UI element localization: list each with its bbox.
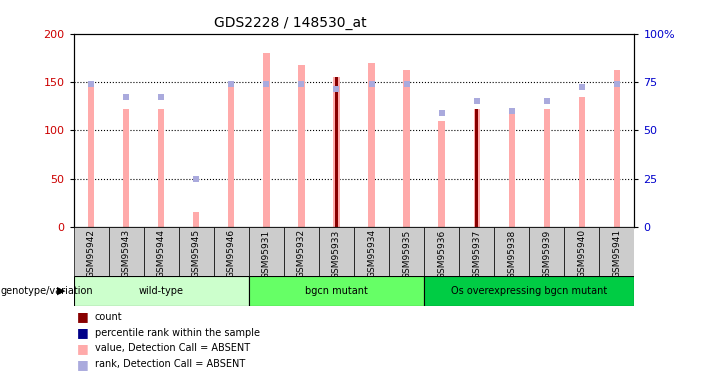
Text: genotype/variation: genotype/variation	[1, 286, 93, 296]
Bar	[459, 227, 494, 276]
Text: count: count	[95, 312, 122, 322]
Bar	[229, 87, 234, 227]
Text: ■: ■	[77, 326, 89, 339]
Bar	[158, 109, 164, 227]
Bar	[123, 109, 129, 227]
Bar	[439, 121, 444, 227]
Bar	[179, 227, 214, 276]
Text: GSM95935: GSM95935	[402, 229, 411, 279]
Text: GDS2228 / 148530_at: GDS2228 / 148530_at	[214, 16, 367, 30]
Text: wild-type: wild-type	[139, 286, 184, 296]
Bar	[369, 63, 374, 227]
Text: GSM95933: GSM95933	[332, 229, 341, 279]
Bar	[424, 276, 634, 306]
Text: GSM95943: GSM95943	[122, 229, 130, 278]
Text: GSM95942: GSM95942	[87, 229, 95, 278]
Bar	[389, 227, 424, 276]
Bar	[144, 227, 179, 276]
Text: Os overexpressing bgcn mutant: Os overexpressing bgcn mutant	[451, 286, 607, 296]
Text: bgcn mutant: bgcn mutant	[305, 286, 368, 296]
Text: ■: ■	[77, 310, 89, 323]
Bar	[88, 84, 94, 227]
Bar	[578, 96, 585, 227]
Text: GSM95940: GSM95940	[578, 229, 586, 278]
Text: ■: ■	[77, 342, 89, 355]
Bar	[354, 227, 389, 276]
Bar	[599, 227, 634, 276]
Bar	[249, 227, 284, 276]
Bar	[544, 109, 550, 227]
Text: GSM95936: GSM95936	[437, 229, 446, 279]
Text: ▶: ▶	[57, 286, 65, 296]
Text: GSM95945: GSM95945	[192, 229, 200, 278]
Bar	[509, 109, 515, 227]
Text: ■: ■	[77, 358, 89, 370]
Bar	[193, 212, 199, 227]
Text: GSM95941: GSM95941	[613, 229, 621, 278]
Text: GSM95938: GSM95938	[508, 229, 516, 279]
Bar	[475, 109, 478, 227]
Bar	[564, 227, 599, 276]
Bar	[424, 227, 459, 276]
Text: GSM95944: GSM95944	[157, 229, 165, 278]
Bar	[319, 227, 354, 276]
Bar	[249, 276, 424, 306]
Bar	[335, 77, 338, 227]
Text: percentile rank within the sample: percentile rank within the sample	[95, 328, 259, 338]
Bar	[529, 227, 564, 276]
Text: GSM95934: GSM95934	[367, 229, 376, 278]
Bar	[109, 227, 144, 276]
Text: GSM95932: GSM95932	[297, 229, 306, 278]
Bar	[264, 53, 269, 227]
Bar	[474, 109, 479, 227]
Bar	[494, 227, 529, 276]
Text: value, Detection Call = ABSENT: value, Detection Call = ABSENT	[95, 344, 250, 353]
Text: rank, Detection Call = ABSENT: rank, Detection Call = ABSENT	[95, 359, 245, 369]
Bar	[74, 276, 249, 306]
Bar	[404, 70, 409, 227]
Text: GSM95937: GSM95937	[472, 229, 481, 279]
Text: GSM95931: GSM95931	[262, 229, 271, 279]
Bar	[214, 227, 249, 276]
Bar	[299, 64, 304, 227]
Bar	[334, 77, 339, 227]
Text: GSM95946: GSM95946	[227, 229, 236, 278]
Bar	[74, 227, 109, 276]
Bar	[284, 227, 319, 276]
Text: GSM95939: GSM95939	[543, 229, 551, 279]
Bar	[614, 70, 620, 227]
